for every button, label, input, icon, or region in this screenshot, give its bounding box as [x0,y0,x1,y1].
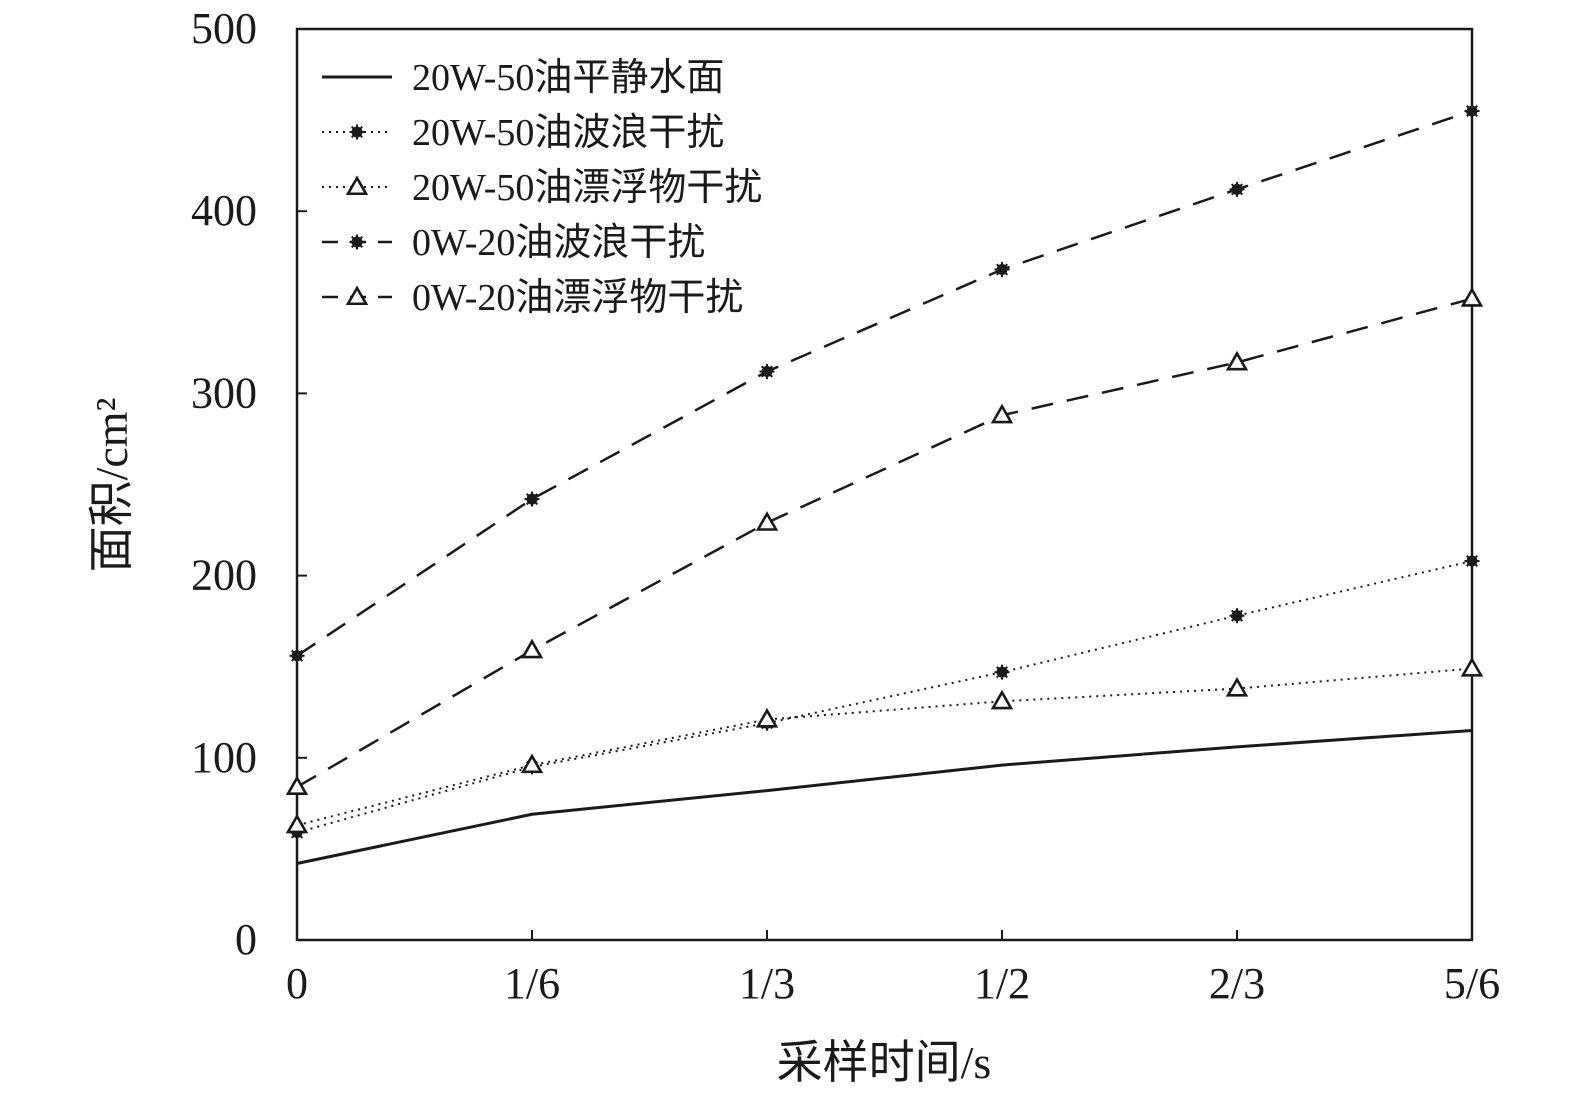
data-point [1229,181,1245,197]
legend-label: 0W-20油波浪干扰 [412,222,705,264]
series-line [296,728,1473,865]
y-tick-label: 200 [191,551,257,600]
legend-marker [349,234,365,250]
data-point [759,364,775,380]
x-axis-title: 采样时间/s [777,1037,992,1088]
data-point [520,638,544,659]
data-point [1464,553,1480,569]
data-point [994,262,1010,278]
data-point [1464,103,1480,119]
x-tick-label: 0 [286,959,308,1008]
data-point [990,403,1014,424]
legend-item: 20W-50油漂浮物干扰 [322,167,762,209]
data-point [1225,350,1249,371]
data-point [755,707,779,728]
legend-item: 0W-20油波浪干扰 [322,222,705,264]
data-point [1460,287,1484,307]
data-point [289,648,305,664]
x-tick-label: 1/2 [974,959,1030,1008]
series-line [296,297,1473,789]
legend-marker [345,175,369,196]
series-4 [289,103,1480,664]
series-line [296,109,1473,657]
data-point [520,753,544,774]
legend-label: 0W-20油漂浮物干扰 [412,277,743,319]
y-tick-label: 400 [191,186,257,235]
series-3 [285,656,1484,834]
y-tick-label: 0 [235,915,257,964]
plot-frame [295,27,1474,942]
series-5 [285,287,1484,796]
x-tick-label: 5/6 [1444,959,1500,1008]
series-line [296,667,1473,827]
x-axis: 0 1/6 1/3 1/2 2/3 5/6 [286,930,1500,1008]
y-tick-label: 100 [191,733,257,782]
series-2 [289,553,1480,841]
legend-marker [345,285,369,306]
data-point [990,689,1014,710]
data-point [285,813,309,834]
data-point [285,775,309,796]
data-point [1229,608,1245,624]
legend-item: 0W-20油漂浮物干扰 [322,277,743,319]
y-axis: 0 100 200 300 400 500 [191,4,307,964]
y-axis-title: 面积/cm² [86,398,137,573]
data-point [524,491,540,507]
data-point [1460,656,1484,677]
x-tick-label: 1/3 [739,959,795,1008]
legend-label: 20W-50油漂浮物干扰 [412,167,762,209]
legend-item: 20W-50油波浪干扰 [322,112,724,154]
x-tick-label: 2/3 [1209,959,1265,1008]
series-layer [285,103,1484,865]
y-tick-label: 500 [191,4,257,53]
legend: 20W-50油平静水面 20W-50油波浪干扰 20W-50油漂浮物干扰 0W-20油… [322,57,762,319]
series-line [296,560,1473,834]
series-1 [296,728,1473,865]
x-tick-label: 1/6 [504,959,560,1008]
data-point [994,664,1010,680]
legend-item: 20W-50油平静水面 [322,57,724,99]
data-point [755,511,779,531]
legend-label: 20W-50油平静水面 [412,57,724,99]
data-point [1225,676,1249,697]
legend-label: 20W-50油波浪干扰 [412,112,724,154]
legend-marker [349,124,365,140]
y-tick-label: 300 [191,368,257,417]
